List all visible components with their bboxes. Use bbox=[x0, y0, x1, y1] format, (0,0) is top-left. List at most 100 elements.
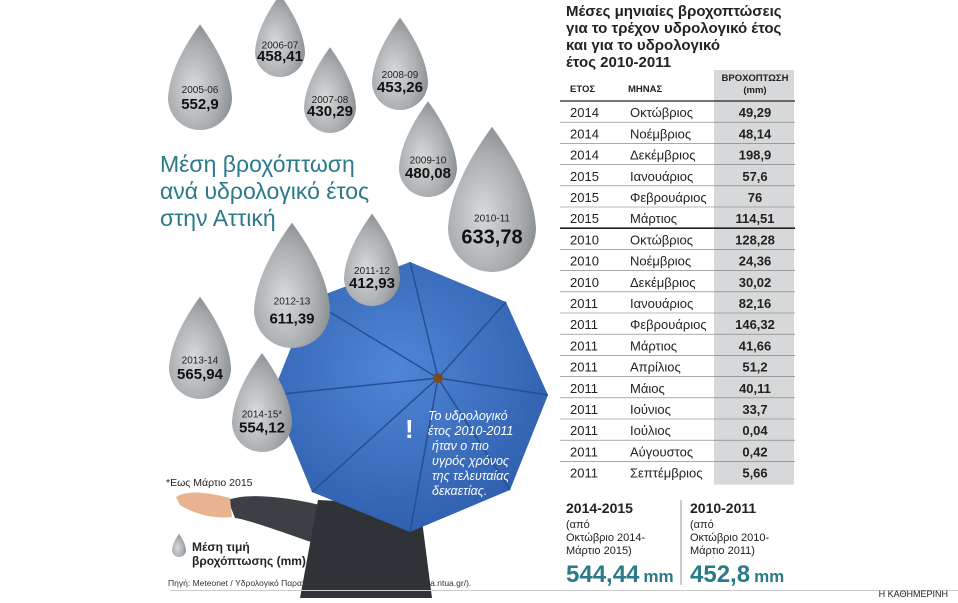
table-cell: 114,51 bbox=[735, 211, 774, 226]
brand: Η ΚΑΘΗΜΕΡΙΝΗ bbox=[879, 589, 948, 598]
note-line: Το υδρολογικό bbox=[428, 409, 508, 423]
table-cell: 2014 bbox=[570, 105, 599, 120]
drop-label: 2006-07 bbox=[262, 40, 299, 51]
table-cell: 2015 bbox=[570, 190, 599, 205]
note-line: ήταν ο πιο bbox=[432, 439, 489, 453]
table-cell: 0,42 bbox=[742, 444, 767, 459]
title-line: στην Αττική bbox=[160, 205, 276, 231]
table-cell: 2011 bbox=[570, 296, 598, 311]
table-cell: 2011 bbox=[570, 381, 598, 396]
table-title-line: Μέσες μηνιαίες βροχοπτώσεις bbox=[566, 3, 782, 20]
drop-shape bbox=[372, 17, 428, 111]
table-cell: Σεπτέμβριος bbox=[630, 466, 702, 481]
table-title-line: για το τρέχον υδρολογικό έτος bbox=[566, 20, 782, 37]
drop-label: 2014-15* bbox=[242, 410, 283, 421]
drop-shape bbox=[399, 101, 457, 197]
table-header: ΜΗΝΑΣ bbox=[628, 84, 662, 95]
drop-shape bbox=[304, 47, 356, 134]
drop-value: 480,08 bbox=[405, 165, 451, 182]
table-cell: Αύγουστος bbox=[630, 444, 693, 459]
legend-text: Μέση τιμή bbox=[192, 540, 250, 554]
table-cell: 2014 bbox=[570, 126, 599, 141]
table-cell: 76 bbox=[748, 190, 762, 205]
summary-detail: Μάρτιο 2015) bbox=[566, 545, 632, 557]
drop-value: 458,41 bbox=[257, 48, 303, 65]
drop-label: 2011-12 bbox=[354, 266, 390, 277]
drop-label: 2009-10 bbox=[410, 156, 447, 167]
table-cell: 57,6 bbox=[742, 169, 767, 184]
drop-shape bbox=[254, 222, 330, 348]
summary-period: 2014-2015 bbox=[566, 500, 633, 516]
table-cell: Νοέμβριος bbox=[630, 254, 691, 269]
drop-value: 611,39 bbox=[269, 310, 314, 327]
table-cell: Νοέμβριος bbox=[630, 126, 691, 141]
table-cell: Οκτώβριος bbox=[630, 232, 693, 247]
table-cell: Δεκέμβριος bbox=[630, 275, 696, 290]
table-cell: Φεβρουάριος bbox=[630, 190, 707, 205]
summary-detail: Οκτώβριο 2014- bbox=[566, 532, 646, 544]
table-cell: 198,9 bbox=[739, 148, 772, 163]
summary-value: 452,8 bbox=[690, 561, 750, 588]
table-cell: Φεβρουάριος bbox=[630, 317, 707, 332]
drop-value: 552,9 bbox=[181, 96, 219, 113]
table-cell: 2011 bbox=[570, 317, 598, 332]
drop-label: 2005-06 bbox=[182, 85, 219, 96]
table-cell: 146,32 bbox=[735, 317, 775, 332]
summary-detail: (από bbox=[566, 519, 590, 531]
title-line: ανά υδρολογικό έτος bbox=[160, 178, 369, 204]
table-cell: 41,66 bbox=[739, 338, 772, 353]
table-cell: 30,02 bbox=[739, 275, 772, 290]
rain-drop: 2012-13 611,39 bbox=[254, 222, 330, 348]
table-cell: Ιούλιος bbox=[630, 423, 671, 438]
drop-shape bbox=[232, 353, 292, 452]
table-title-line: και για το υδρολογικό bbox=[566, 37, 720, 54]
drop-value: 633,78 bbox=[461, 226, 522, 248]
table-header: ΕΤΟΣ bbox=[570, 84, 595, 95]
drop-shape bbox=[169, 296, 232, 400]
table-cell: 33,7 bbox=[742, 402, 767, 417]
table-cell: Ιούνιος bbox=[630, 402, 671, 417]
table-cell: 24,36 bbox=[739, 254, 772, 269]
drop-shape bbox=[448, 126, 536, 272]
table-cell: 128,28 bbox=[735, 232, 775, 247]
table-title-line: έτος 2010-2011 bbox=[566, 54, 671, 71]
drop-shape bbox=[344, 213, 400, 306]
table-cell: 2011 bbox=[570, 360, 598, 375]
table-cell: 0,04 bbox=[742, 423, 768, 438]
drop-value: 565,94 bbox=[177, 366, 224, 383]
note-line: υγρός χρόνος bbox=[432, 454, 510, 468]
summary-detail: Οκτώβριο 2010- bbox=[690, 532, 770, 544]
note-line: δεκαετίας. bbox=[432, 484, 487, 498]
table-cell: Οκτώβριος bbox=[630, 105, 693, 120]
table-cell: 2010 bbox=[570, 254, 599, 269]
svg-text:!: ! bbox=[405, 414, 414, 444]
drop-label: 2012-13 bbox=[274, 296, 311, 307]
drop-label: 2010-11 bbox=[474, 213, 510, 224]
table-cell: 51,2 bbox=[742, 360, 767, 375]
table-cell: Μάιος bbox=[630, 381, 665, 396]
legend-text: βροχόπτωσης (mm) bbox=[192, 554, 306, 568]
table-cell: 2011 bbox=[570, 466, 598, 481]
table-cell: Μάρτιος bbox=[630, 211, 677, 226]
table-header: ΒΡΟΧΟΠΤΩΣΗ bbox=[722, 73, 789, 84]
table-header: (mm) bbox=[743, 85, 766, 96]
table-cell: 2015 bbox=[570, 211, 599, 226]
note-line: έτος 2010-2011 bbox=[428, 424, 513, 438]
note-line: της τελευταίας bbox=[432, 469, 510, 483]
table-cell: 40,11 bbox=[739, 381, 771, 396]
table-cell: 2014 bbox=[570, 148, 599, 163]
summary-unit: mm bbox=[754, 567, 784, 586]
table-cell: 2015 bbox=[570, 169, 599, 184]
table-cell: 82,16 bbox=[739, 296, 772, 311]
summary-unit: mm bbox=[643, 567, 673, 586]
table-cell: 2011 bbox=[570, 338, 598, 353]
rain-drop: 2014-15*554,12 bbox=[232, 353, 292, 452]
footnote: *Εως Μάρτιο 2015 bbox=[166, 477, 253, 489]
